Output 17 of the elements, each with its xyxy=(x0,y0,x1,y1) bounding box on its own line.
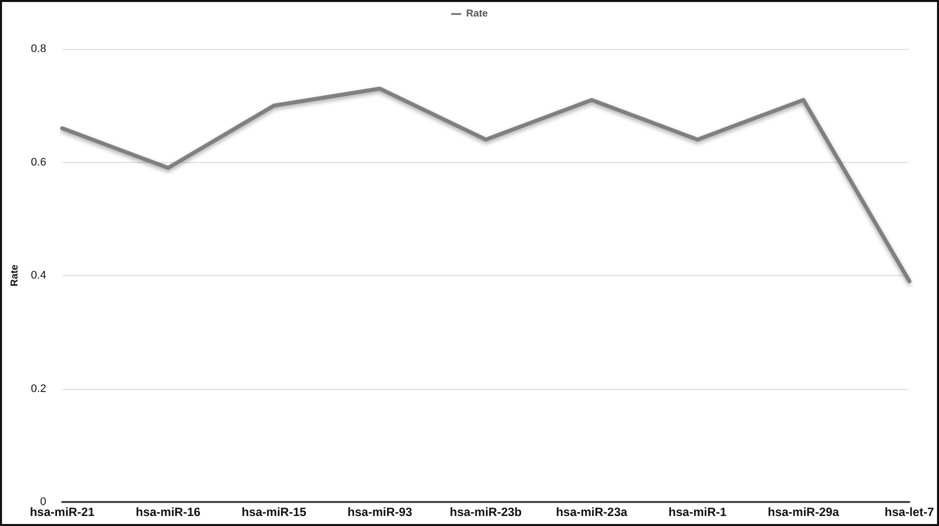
y-tick-label: 0.6 xyxy=(30,156,46,168)
x-tick-label: hsa-miR-15 xyxy=(242,505,307,519)
x-tick-label: hsa-miR-23b xyxy=(450,505,522,519)
y-axis-title: Rate xyxy=(10,264,20,286)
line-series xyxy=(60,86,912,284)
y-tick-label: 0.8 xyxy=(30,43,46,55)
x-tick-label: hsa-miR-23a xyxy=(556,505,628,519)
y-tick-label: 0 xyxy=(40,496,46,508)
y-tick-label: 0.4 xyxy=(30,270,46,282)
x-tick-label: hsa-let-7 xyxy=(884,505,934,519)
x-tick-label: hsa-miR-29a xyxy=(768,505,840,519)
x-tick-label: hsa-miR-21 xyxy=(30,505,95,519)
legend-label: Rate xyxy=(466,8,488,20)
x-tick-label: hsa-miR-1 xyxy=(668,505,727,519)
y-tick-label: 0.2 xyxy=(30,382,46,395)
x-tick-label: hsa-miR-93 xyxy=(348,505,413,519)
x-tick-label: hsa-miR-16 xyxy=(136,505,201,519)
